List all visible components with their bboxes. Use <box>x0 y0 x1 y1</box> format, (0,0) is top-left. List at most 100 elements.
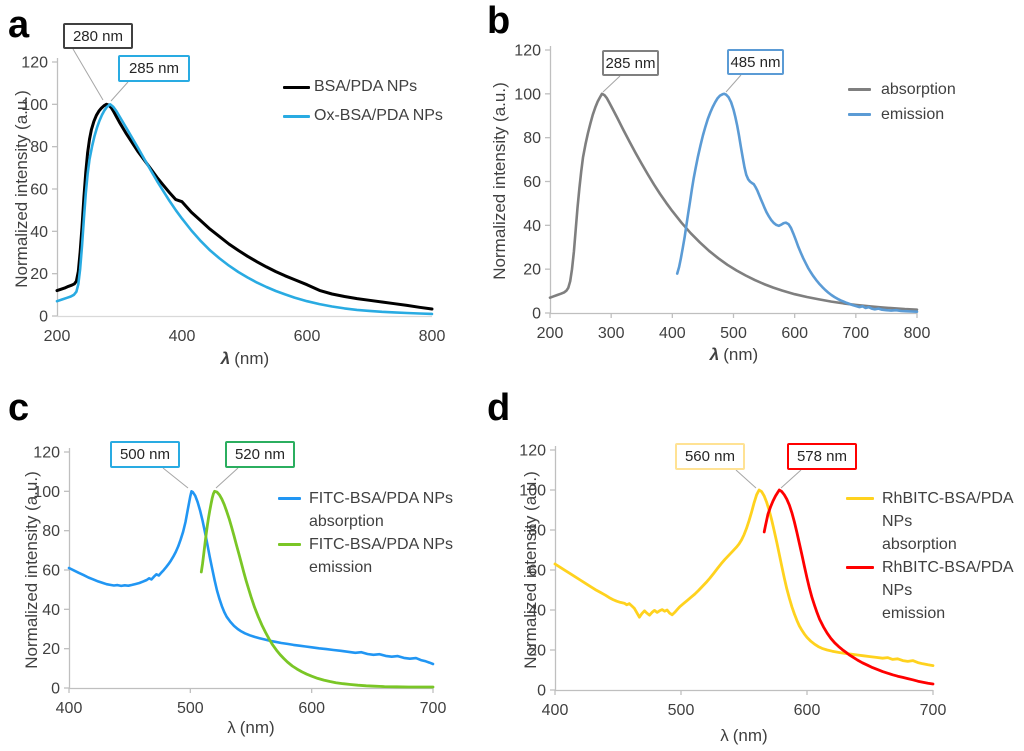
annotation-285nm: 285 nm <box>602 50 659 76</box>
svg-text:700: 700 <box>420 700 447 717</box>
svg-text:40: 40 <box>30 224 48 241</box>
legend-swatch-blue <box>848 113 871 116</box>
legend-label: RhBITC-BSA/PDA NPs absorption <box>882 490 1013 553</box>
legend-item: RhBITC-BSA/PDA NPs absorption <box>846 487 1024 556</box>
legend-label: emission <box>881 106 945 123</box>
legend-item: RhBITC-BSA/PDA NPs emission <box>846 556 1024 625</box>
legend-swatch-green <box>278 543 301 546</box>
legend-label: FITC-BSA/PDA NPs emission <box>309 536 454 576</box>
svg-text:800: 800 <box>419 328 446 345</box>
chart-d-canvas: 0 20 40 60 80 100 120 400 500 600 700 <box>519 443 947 720</box>
panel-d: 0 20 40 60 80 100 120 400 500 600 700 d Normalized… <box>480 375 1024 751</box>
svg-text:80: 80 <box>42 523 60 540</box>
svg-text:200: 200 <box>537 325 564 342</box>
svg-text:120: 120 <box>519 443 546 460</box>
svg-text:700: 700 <box>920 702 947 719</box>
axis-unit: (nm) <box>723 345 759 364</box>
annotation-text: 485 nm <box>730 53 781 71</box>
svg-text:80: 80 <box>528 523 546 540</box>
svg-text:600: 600 <box>781 325 808 342</box>
chart-b-canvas: 0 20 40 60 80 100 120 200 300 400 500 600 700 800 <box>514 43 931 343</box>
panel-a: 0 20 40 60 80 100 120 200 400 600 800 a Normalized… <box>0 0 480 375</box>
svg-text:400: 400 <box>56 700 83 717</box>
svg-text:600: 600 <box>294 328 321 345</box>
panel-label-c: c <box>8 387 30 429</box>
x-axis-title-b: λ (nm) <box>634 344 834 366</box>
svg-text:0: 0 <box>537 683 546 700</box>
svg-text:20: 20 <box>523 262 541 279</box>
legend-swatch-yellow <box>846 497 874 500</box>
lambda-symbol: λ <box>220 349 231 368</box>
annotation-text: 560 nm <box>684 448 736 465</box>
svg-text:600: 600 <box>298 700 325 717</box>
svg-text:0: 0 <box>532 306 541 323</box>
panel-label-a: a <box>8 4 30 46</box>
svg-text:400: 400 <box>659 325 686 342</box>
svg-text:200: 200 <box>44 328 71 345</box>
svg-text:0: 0 <box>39 309 48 326</box>
chart-c-canvas: 0 20 40 60 80 100 120 400 500 600 700 <box>33 445 447 718</box>
legend-item: emission <box>848 102 956 127</box>
legend-item: FITC-BSA/PDA NPs emission <box>278 533 453 579</box>
annotation-280nm: 280 nm <box>63 23 133 49</box>
svg-text:500: 500 <box>177 700 204 717</box>
legend-swatch-red <box>846 566 874 569</box>
svg-text:100: 100 <box>514 86 541 103</box>
legend-swatch-blue <box>283 115 310 118</box>
legend-item: FITC-BSA/PDA NPs absorption <box>278 487 453 533</box>
panel-c: 0 20 40 60 80 100 120 400 500 600 700 c Normalized… <box>0 375 480 751</box>
legend-a: BSA/PDA NPs Ox-BSA/PDA NPs <box>283 74 443 132</box>
annotation-560nm: 560 nm <box>675 443 745 470</box>
legend-item: BSA/PDA NPs <box>283 74 443 100</box>
annotation-text: 280 nm <box>72 27 124 45</box>
y-axis-title-d: Normalized intensity (a.u.) <box>521 471 540 669</box>
y-axis-title-b: Normalized intensity (a.u.) <box>490 82 509 280</box>
legend-b: absorption emission <box>848 77 956 127</box>
legend-swatch-blue <box>278 497 301 500</box>
legend-item: Ox-BSA/PDA NPs <box>283 103 443 129</box>
svg-text:20: 20 <box>42 641 60 658</box>
annotation-text: 285 nm <box>605 54 656 72</box>
legend-item: absorption <box>848 77 956 102</box>
axis-unit: (nm) <box>234 349 270 368</box>
svg-text:20: 20 <box>30 266 48 283</box>
annotation-text: 500 nm <box>119 446 171 463</box>
panel-b: 0 20 40 60 80 100 120 200 300 400 500 600 700 800 b N… <box>480 0 1024 375</box>
svg-text:0: 0 <box>51 681 60 698</box>
svg-text:120: 120 <box>21 55 48 72</box>
legend-label: RhBITC-BSA/PDA NPs emission <box>882 559 1013 622</box>
svg-text:80: 80 <box>523 130 541 147</box>
svg-text:80: 80 <box>30 139 48 156</box>
lambda-symbol: λ <box>720 726 729 745</box>
annotation-text: 520 nm <box>234 446 286 463</box>
svg-text:120: 120 <box>514 43 541 60</box>
svg-text:100: 100 <box>33 484 60 501</box>
svg-text:60: 60 <box>42 563 60 580</box>
panel-label-b: b <box>487 0 511 42</box>
panel-label-d: d <box>487 387 511 429</box>
legend-label: BSA/PDA NPs <box>314 78 418 95</box>
svg-text:40: 40 <box>523 218 541 235</box>
legend-swatch-black <box>283 86 310 89</box>
svg-text:800: 800 <box>904 325 931 342</box>
legend-c: FITC-BSA/PDA NPs absorption FITC-BSA/PDA … <box>278 487 453 579</box>
chart-a-canvas: 0 20 40 60 80 100 120 200 400 600 800 <box>21 48 446 345</box>
x-axis-title-a: λ (nm) <box>145 348 345 370</box>
svg-text:100: 100 <box>21 97 48 114</box>
axis-unit: (nm) <box>239 718 275 737</box>
annotation-500nm: 500 nm <box>110 441 180 468</box>
svg-text:300: 300 <box>598 325 625 342</box>
svg-text:500: 500 <box>668 702 695 719</box>
legend-label: Ox-BSA/PDA NPs <box>314 107 443 124</box>
x-axis-title-d: λ (nm) <box>644 725 844 747</box>
svg-text:400: 400 <box>169 328 196 345</box>
svg-text:700: 700 <box>842 325 869 342</box>
axis-unit: (nm) <box>732 726 768 745</box>
x-axis-title-c: λ (nm) <box>151 717 351 739</box>
svg-text:120: 120 <box>33 445 60 462</box>
svg-text:20: 20 <box>528 643 546 660</box>
lambda-symbol: λ <box>709 345 720 364</box>
svg-text:40: 40 <box>528 603 546 620</box>
svg-text:60: 60 <box>523 174 541 191</box>
